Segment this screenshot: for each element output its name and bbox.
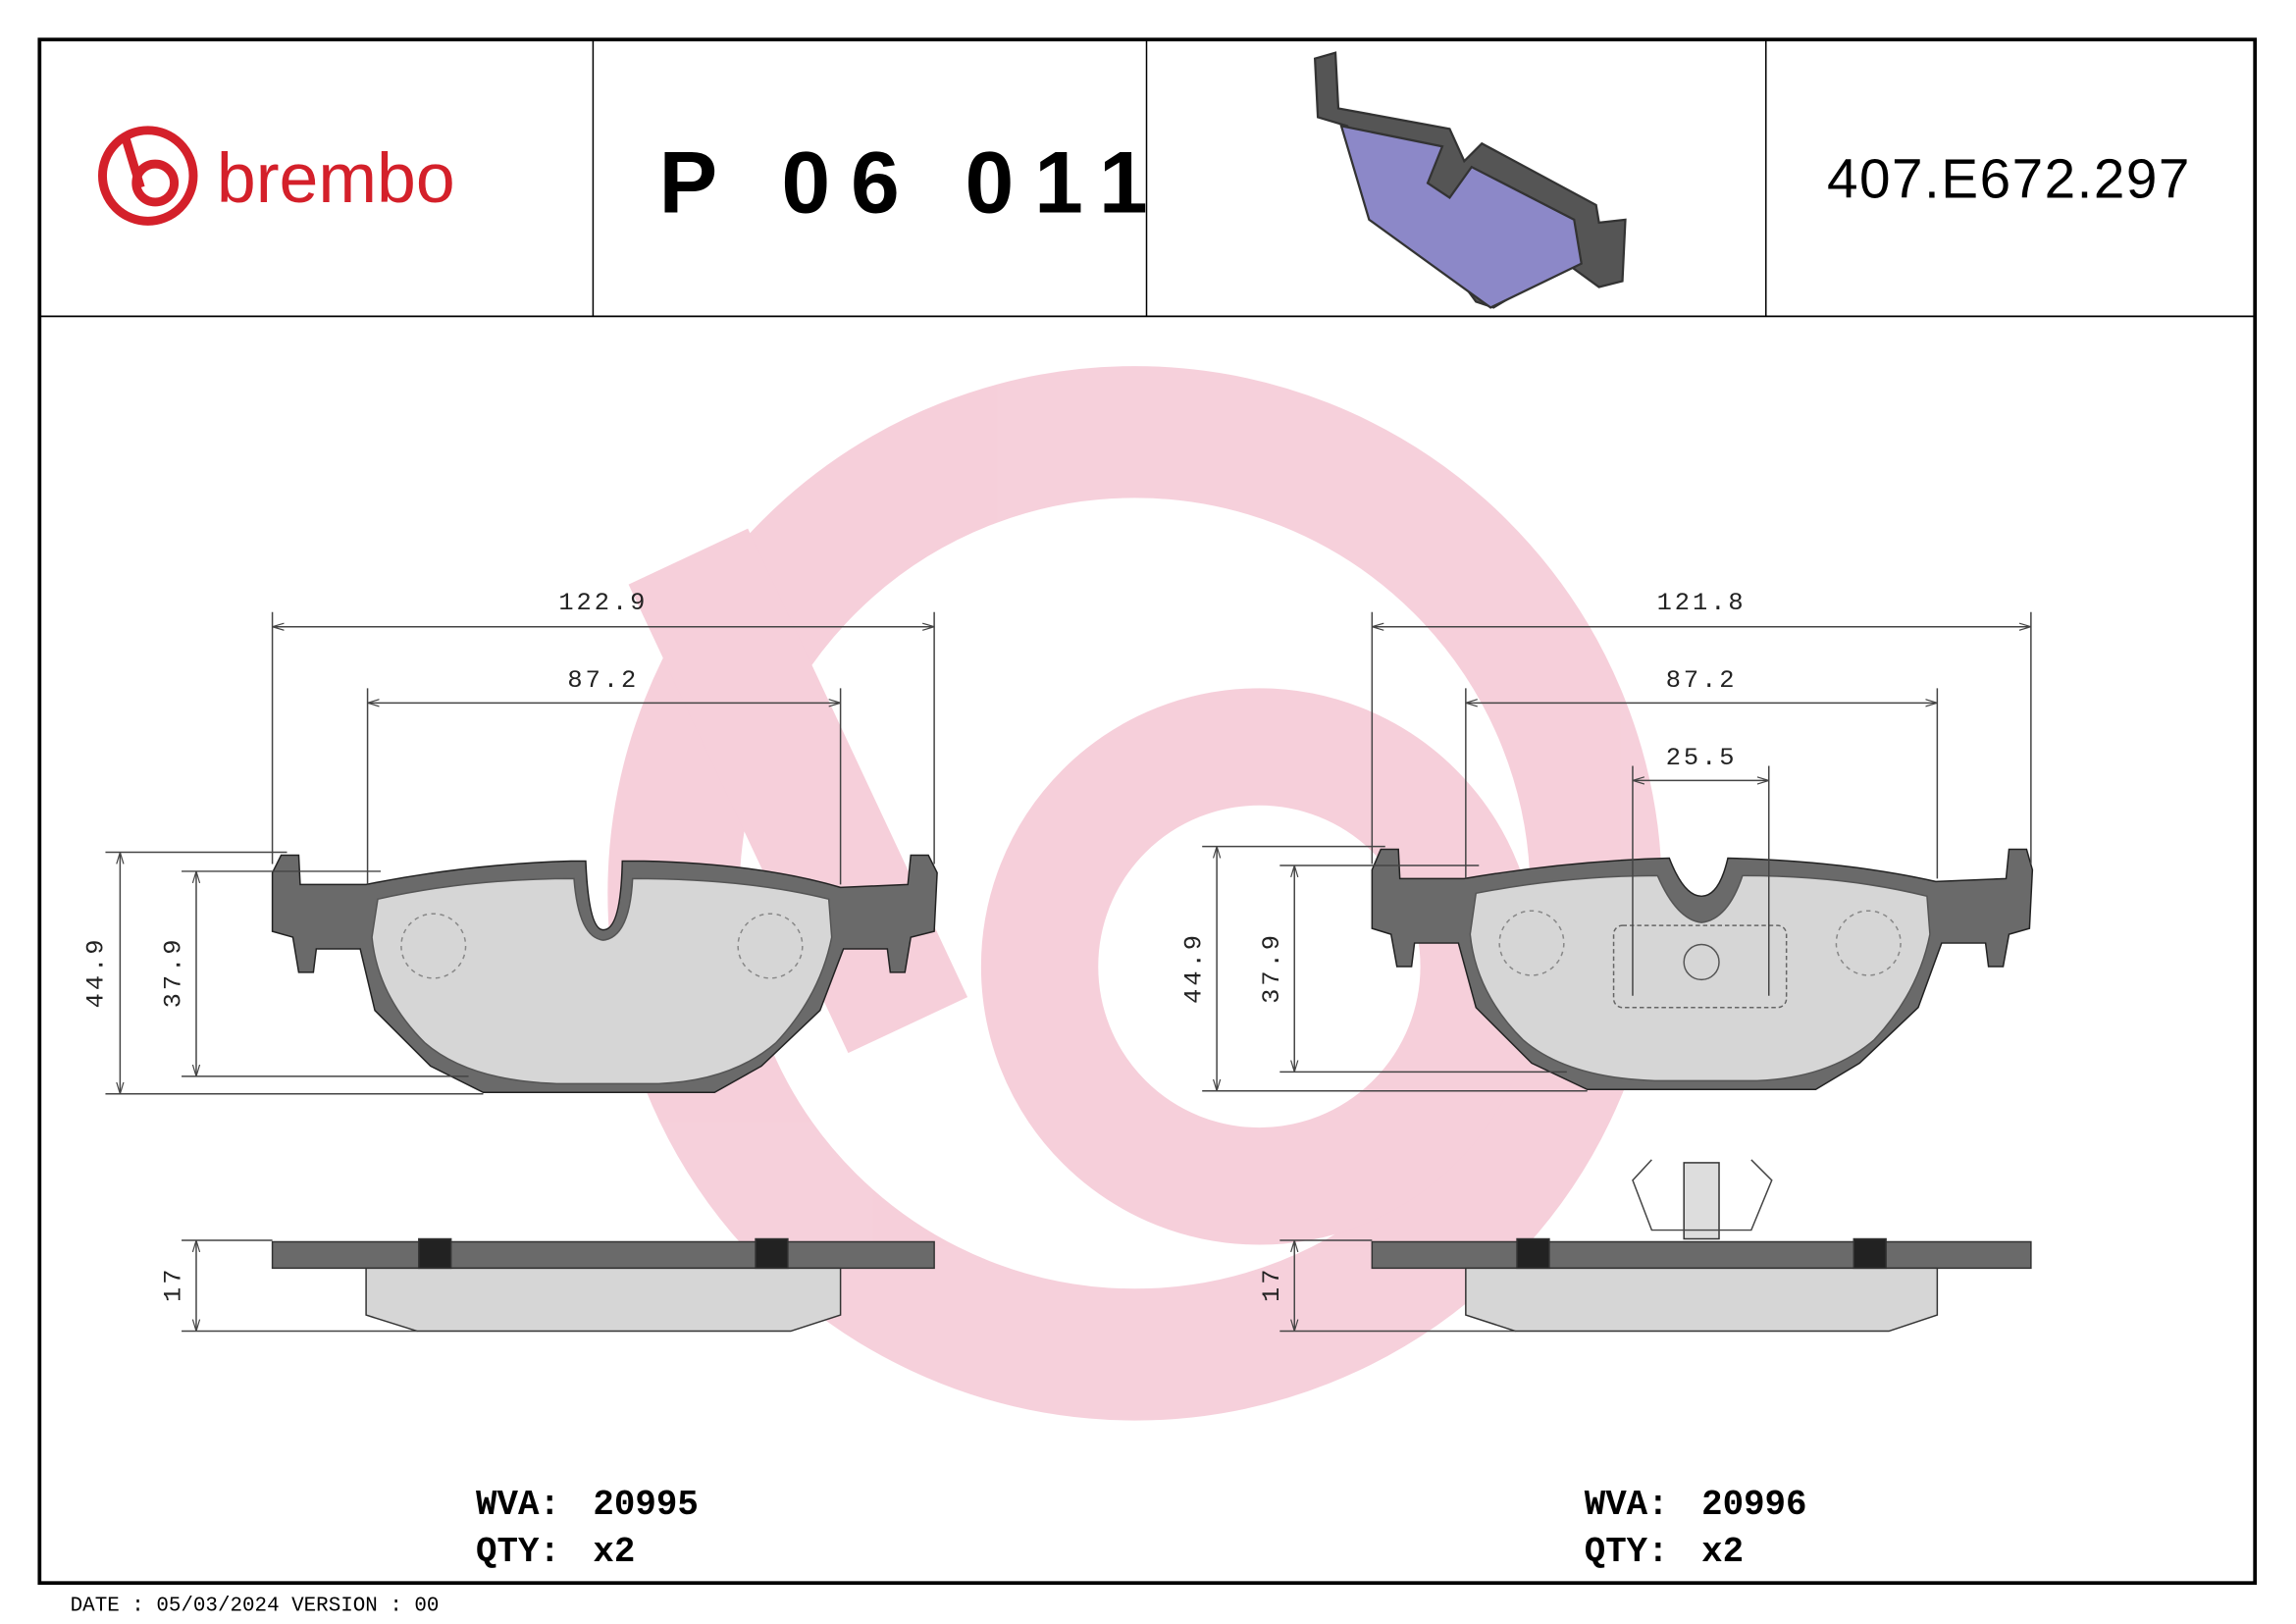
wva-label: WVA:: [1585, 1485, 1669, 1525]
part-number: P 06 011: [659, 132, 1169, 231]
qty-label: QTY:: [476, 1532, 560, 1572]
dimension: 17: [1258, 1267, 1286, 1302]
wva-label: WVA:: [476, 1485, 560, 1525]
dimension: 37.9: [160, 937, 188, 1009]
footer: DATE : 05/03/2024 VERSION : 00: [71, 1596, 440, 1618]
dimension: 44.9: [1180, 932, 1209, 1004]
dimension: 87.2: [1666, 666, 1738, 695]
dimension: 25.5: [1666, 744, 1738, 772]
brand-logo-icon: [97, 126, 198, 226]
right-pad-side: [1371, 1159, 2032, 1333]
dimension: 121.8: [1657, 589, 1747, 617]
right-pad-front: [1371, 848, 2034, 1091]
qty-value: x2: [1701, 1532, 1744, 1572]
brand: brembo: [217, 139, 455, 218]
wva-value: 20996: [1701, 1485, 1806, 1525]
dimension: 87.2: [567, 666, 639, 695]
qty-value: x2: [593, 1532, 635, 1572]
wva-value: 20995: [593, 1485, 698, 1525]
dimension: 44.9: [81, 937, 110, 1009]
qty-label: QTY:: [1585, 1532, 1669, 1572]
dimension: 17: [160, 1267, 188, 1302]
code: 407.E672.297: [1827, 148, 2191, 210]
dimension-lines: [105, 611, 2032, 1333]
left-pad-side: [271, 1237, 935, 1333]
left-pad-front: [271, 854, 938, 1094]
dimension: 37.9: [1258, 932, 1286, 1004]
pad-illustration: [1313, 51, 1627, 309]
dimension: 122.9: [558, 589, 648, 617]
